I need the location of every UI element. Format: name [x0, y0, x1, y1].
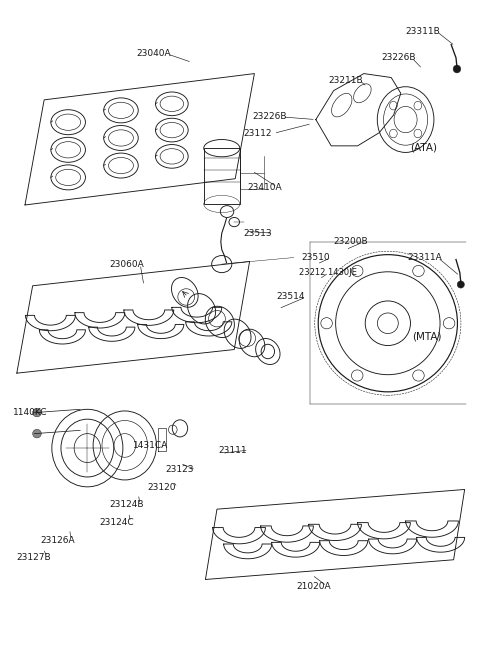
- Text: (ATA): (ATA): [410, 143, 437, 153]
- Text: 23311A: 23311A: [407, 253, 442, 262]
- Text: 23124C: 23124C: [100, 518, 134, 527]
- Ellipse shape: [453, 65, 461, 73]
- Text: 23124B: 23124B: [109, 500, 144, 509]
- Text: 23226B: 23226B: [252, 112, 287, 122]
- Text: 23410A: 23410A: [247, 183, 282, 192]
- Text: (MTA): (MTA): [412, 331, 441, 342]
- Text: 23123: 23123: [166, 465, 194, 474]
- Text: 23060A: 23060A: [109, 260, 144, 269]
- Ellipse shape: [457, 281, 464, 288]
- Text: 23112: 23112: [244, 129, 272, 138]
- Ellipse shape: [33, 430, 41, 438]
- Text: 23111: 23111: [218, 445, 247, 455]
- Text: 23212 1430JE: 23212 1430JE: [299, 268, 357, 277]
- Text: 23127B: 23127B: [17, 553, 51, 562]
- Text: 23514: 23514: [276, 292, 304, 302]
- Text: 23120: 23120: [148, 483, 176, 492]
- Text: 23513: 23513: [244, 229, 273, 238]
- Text: 23510: 23510: [301, 253, 330, 262]
- Text: 23200B: 23200B: [334, 237, 368, 246]
- Text: 23040A: 23040A: [137, 49, 171, 58]
- Text: 1140KC: 1140KC: [13, 408, 48, 417]
- Ellipse shape: [33, 409, 41, 417]
- Text: 23211B: 23211B: [329, 76, 363, 85]
- Bar: [204, 148, 240, 204]
- Text: 1431CA: 1431CA: [133, 441, 168, 450]
- Text: 23311B: 23311B: [406, 27, 440, 36]
- Text: 21020A: 21020A: [297, 581, 331, 591]
- Text: 23226B: 23226B: [382, 53, 416, 62]
- Text: 23126A: 23126A: [41, 535, 75, 545]
